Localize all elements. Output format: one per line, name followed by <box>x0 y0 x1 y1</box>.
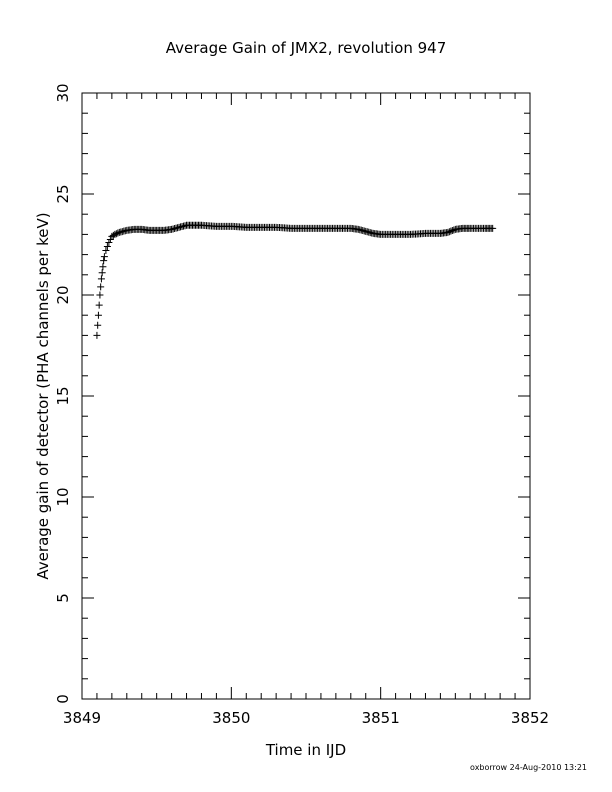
data-point <box>489 224 497 232</box>
data-point <box>95 301 103 309</box>
tick-labels: 3849 3850 3851 3852 0 5 10 15 20 25 30 <box>54 83 549 727</box>
footer-stamp: oxborrow 24-Aug-2010 13:21 <box>470 763 587 772</box>
x-tick-label: 3849 <box>63 709 101 727</box>
y-tick-label: 30 <box>54 83 72 102</box>
data-point <box>450 226 458 234</box>
data-point <box>99 263 107 271</box>
data-point <box>100 257 108 265</box>
data-point <box>448 227 456 235</box>
data-point <box>98 269 106 277</box>
data-point <box>444 228 452 236</box>
chart-title: Average Gain of JMX2, revolution 947 <box>166 39 447 57</box>
x-tick-label: 3850 <box>212 709 250 727</box>
data-point <box>97 275 105 283</box>
y-axis-label: Average gain of detector (PHA channels p… <box>34 212 52 579</box>
axis-ticks <box>81 92 531 700</box>
data-point <box>94 311 102 319</box>
plot-frame <box>81 92 531 700</box>
data-point <box>94 321 102 329</box>
y-tick-label: 5 <box>54 593 72 603</box>
y-tick-label: 25 <box>54 184 72 203</box>
data-point <box>105 238 113 246</box>
y-tick-label: 10 <box>54 487 72 506</box>
data-point <box>445 228 453 236</box>
data-point <box>447 227 455 235</box>
data-point <box>96 291 104 299</box>
x-tick-label: 3851 <box>362 709 400 727</box>
data-point <box>112 230 120 238</box>
data-point <box>100 253 108 261</box>
x-axis-label: Time in IJD <box>265 741 346 759</box>
data-point <box>102 247 110 255</box>
data-point <box>106 235 114 243</box>
data-point <box>111 230 119 238</box>
data-point <box>93 331 101 339</box>
data-point <box>97 283 105 291</box>
data-point <box>114 229 122 237</box>
y-tick-label: 0 <box>54 694 72 704</box>
data-point <box>103 243 111 251</box>
y-tick-label: 15 <box>54 386 72 405</box>
data-point <box>109 231 117 239</box>
y-tick-label: 20 <box>54 285 72 304</box>
x-tick-label: 3852 <box>511 709 549 727</box>
data-points <box>93 221 497 339</box>
